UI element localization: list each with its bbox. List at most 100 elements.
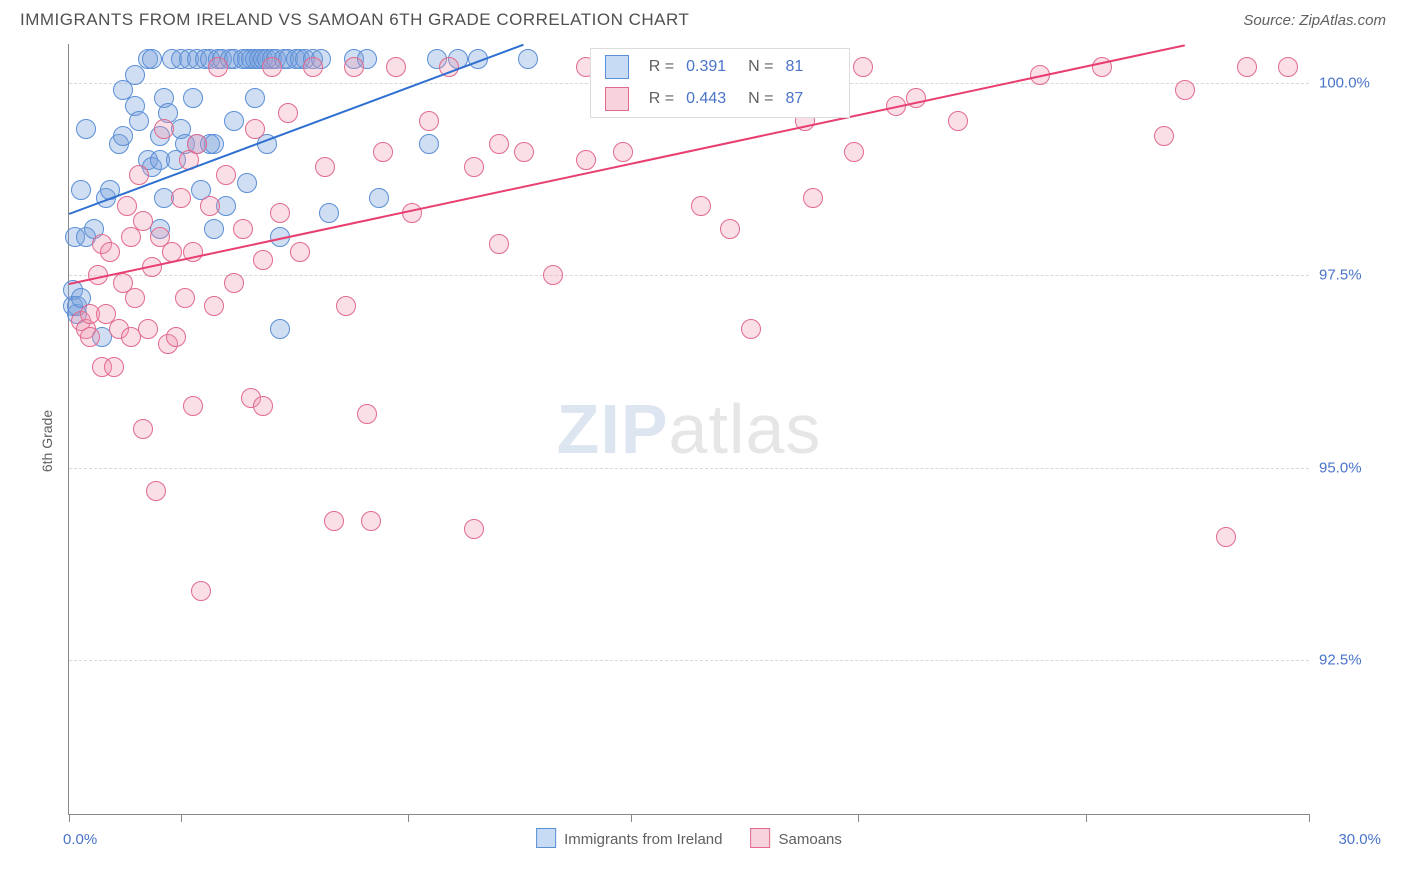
data-point — [344, 57, 364, 77]
x-axis-min-label: 0.0% — [63, 831, 97, 848]
watermark-part1: ZIP — [557, 390, 669, 468]
x-tick — [1309, 814, 1310, 822]
data-point — [741, 319, 761, 339]
y-tick-label: 100.0% — [1319, 74, 1379, 91]
data-point — [576, 150, 596, 170]
r-label: R = — [649, 58, 674, 76]
data-point — [171, 188, 191, 208]
data-point — [191, 581, 211, 601]
data-point — [464, 157, 484, 177]
data-point — [237, 173, 257, 193]
data-point — [691, 196, 711, 216]
series-swatch — [605, 55, 629, 79]
legend-label: Samoans — [779, 831, 842, 848]
data-point — [100, 242, 120, 262]
data-point — [245, 119, 265, 139]
data-point — [208, 57, 228, 77]
y-tick-label: 92.5% — [1319, 652, 1379, 669]
data-point — [948, 111, 968, 131]
data-point — [844, 142, 864, 162]
data-point — [253, 396, 273, 416]
data-point — [175, 288, 195, 308]
gridline — [69, 468, 1309, 469]
data-point — [233, 219, 253, 239]
data-point — [224, 273, 244, 293]
y-tick-label: 95.0% — [1319, 459, 1379, 476]
x-tick — [408, 814, 409, 822]
watermark-part2: atlas — [669, 390, 822, 468]
legend-swatch — [751, 828, 771, 848]
n-label: N = — [748, 90, 773, 108]
data-point — [336, 296, 356, 316]
x-tick — [69, 814, 70, 822]
data-point — [303, 57, 323, 77]
data-point — [71, 180, 91, 200]
source-attribution: Source: ZipAtlas.com — [1243, 12, 1386, 29]
data-point — [1175, 80, 1195, 100]
x-tick — [631, 814, 632, 822]
n-label: N = — [748, 58, 773, 76]
data-point — [262, 57, 282, 77]
data-point — [386, 57, 406, 77]
data-point — [489, 234, 509, 254]
watermark: ZIPatlas — [557, 389, 822, 469]
n-value: 87 — [785, 90, 835, 108]
stats-row: R = 0.391 N = 81 — [591, 51, 850, 83]
x-axis-max-label: 30.0% — [1338, 831, 1381, 848]
data-point — [290, 242, 310, 262]
data-point — [853, 57, 873, 77]
data-point — [253, 250, 273, 270]
data-point — [146, 481, 166, 501]
r-value: 0.443 — [686, 90, 736, 108]
data-point — [803, 188, 823, 208]
legend-item: Samoans — [751, 828, 842, 848]
data-point — [518, 49, 538, 69]
chart-title: IMMIGRANTS FROM IRELAND VS SAMOAN 6TH GR… — [20, 10, 689, 30]
data-point — [1237, 57, 1257, 77]
data-point — [129, 165, 149, 185]
chart-container: 6th Grade ZIPatlas 92.5% 95.0% 97.5% 100.0%… — [20, 36, 1386, 846]
data-point — [216, 165, 236, 185]
r-label: R = — [649, 90, 674, 108]
n-value: 81 — [785, 58, 835, 76]
data-point — [166, 327, 186, 347]
data-point — [104, 357, 124, 377]
data-point — [204, 219, 224, 239]
data-point — [373, 142, 393, 162]
data-point — [154, 119, 174, 139]
data-point — [224, 111, 244, 131]
data-point — [142, 49, 162, 69]
data-point — [183, 88, 203, 108]
data-point — [133, 419, 153, 439]
r-value: 0.391 — [686, 58, 736, 76]
chart-legend: Immigrants from Ireland Samoans — [536, 828, 842, 848]
data-point — [357, 404, 377, 424]
data-point — [204, 296, 224, 316]
gridline — [69, 660, 1309, 661]
data-point — [319, 203, 339, 223]
series-swatch — [605, 87, 629, 111]
data-point — [419, 111, 439, 131]
source-label: Source: — [1243, 12, 1299, 29]
data-point — [324, 511, 344, 531]
legend-item: Immigrants from Ireland — [536, 828, 722, 848]
data-point — [138, 319, 158, 339]
data-point — [200, 196, 220, 216]
data-point — [1278, 57, 1298, 77]
stats-row: R = 0.443 N = 87 — [591, 83, 850, 115]
x-tick — [181, 814, 182, 822]
data-point — [117, 196, 137, 216]
data-point — [125, 288, 145, 308]
data-point — [129, 111, 149, 131]
data-point — [76, 119, 96, 139]
y-tick-label: 97.5% — [1319, 267, 1379, 284]
data-point — [278, 103, 298, 123]
data-point — [315, 157, 335, 177]
data-point — [113, 126, 133, 146]
data-point — [613, 142, 633, 162]
y-axis-label: 6th Grade — [39, 410, 55, 472]
data-point — [270, 319, 290, 339]
gridline — [69, 275, 1309, 276]
data-point — [720, 219, 740, 239]
legend-label: Immigrants from Ireland — [564, 831, 722, 848]
